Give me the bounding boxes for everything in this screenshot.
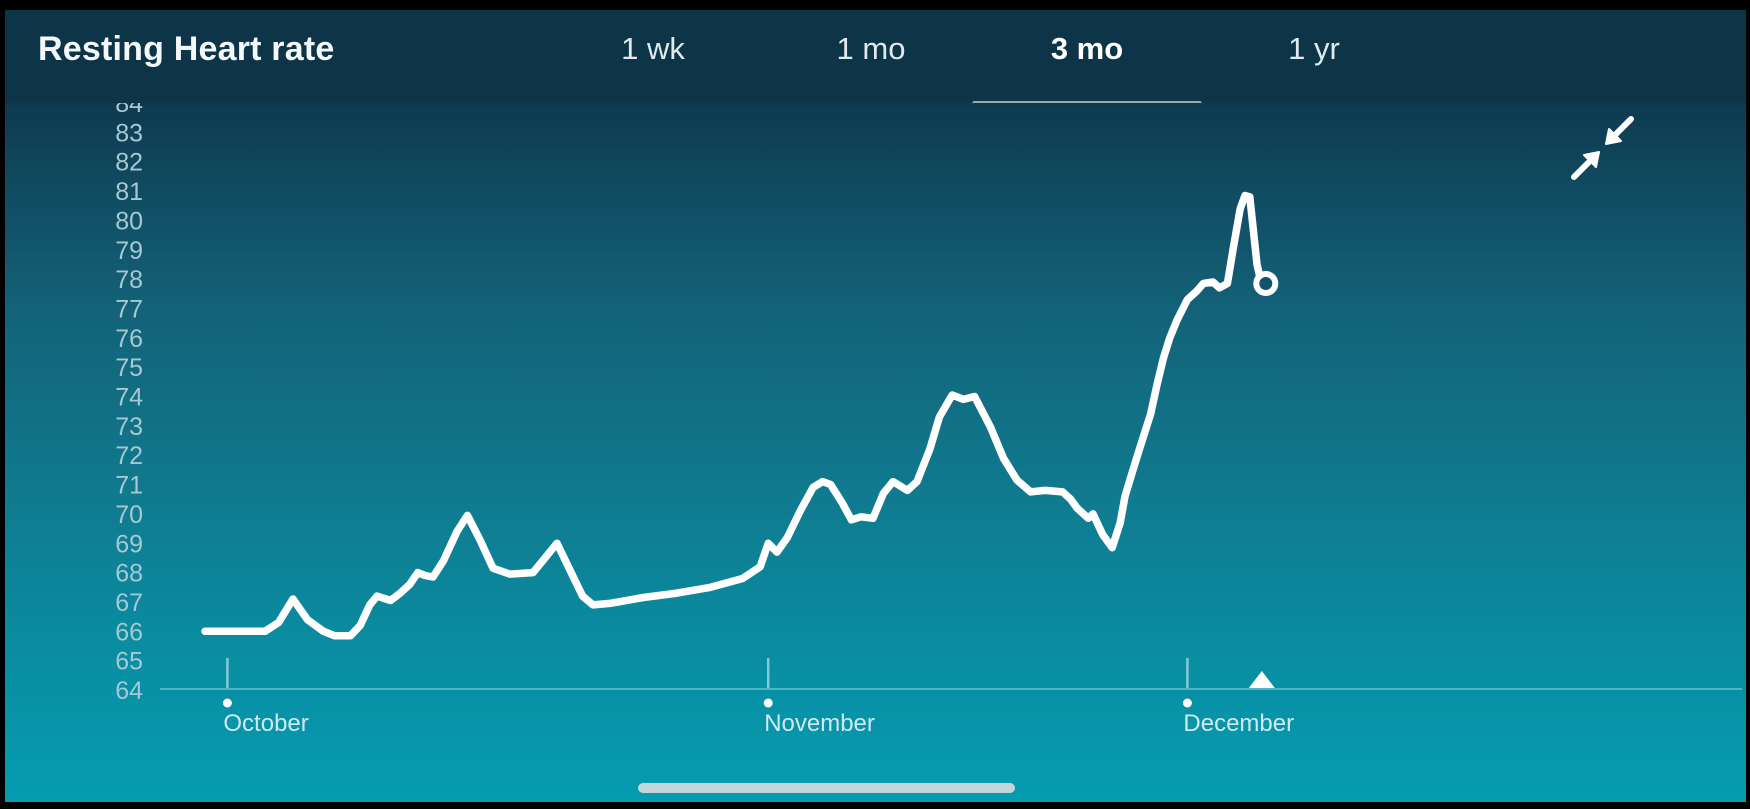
chart-header: Resting Heart rate 1 wk 1 mo 3 mo 1 yr <box>5 10 1746 106</box>
y-axis-label: 72 <box>115 442 143 470</box>
y-axis-label: 77 <box>115 295 143 323</box>
y-axis-label: 76 <box>115 325 143 353</box>
tab-3mo-label: 3 mo <box>1050 31 1124 66</box>
resting-heart-rate-line-chart[interactable]: 8483828180797877767574737271706968676665… <box>5 103 1746 802</box>
y-axis-label: 66 <box>115 618 143 646</box>
y-axis-label: 64 <box>115 677 143 705</box>
y-axis-label: 82 <box>115 149 143 177</box>
y-axis-label: 71 <box>115 472 143 500</box>
y-axis-label: 75 <box>115 354 143 382</box>
end-point-marker <box>1253 271 1279 297</box>
y-axis-label: 68 <box>115 560 143 588</box>
y-axis-label: 69 <box>115 530 143 558</box>
tab-1wk[interactable]: 1 wk <box>538 10 768 103</box>
app-screen: Resting Heart rate 1 wk 1 mo 3 mo 1 yr 8… <box>5 10 1746 802</box>
data-line <box>201 191 1265 640</box>
tab-1wk-label: 1 wk <box>621 31 685 66</box>
tab-1mo-label: 1 mo <box>836 31 906 66</box>
month-label: November <box>764 710 875 737</box>
y-axis-label: 83 <box>115 119 143 147</box>
chart-area: 84 83 82 81 80 79 78 77 76 75 74 73 72 71 70 69 68 67 66 65… <box>5 103 1746 802</box>
tab-1yr-label: 1 yr <box>1288 31 1340 66</box>
month-tick-dot <box>763 698 773 708</box>
y-axis-label: 70 <box>115 501 143 529</box>
y-axis-label: 65 <box>115 648 143 676</box>
today-marker-triangle <box>1248 671 1275 688</box>
page-title: Resting Heart rate <box>38 30 335 68</box>
month-label: October <box>223 710 308 737</box>
y-axis-label: 78 <box>115 266 143 294</box>
y-axis-label: 79 <box>115 237 143 265</box>
y-axis-label: 81 <box>115 178 143 206</box>
y-axis-label: 67 <box>115 589 143 617</box>
home-indicator[interactable] <box>638 783 1015 793</box>
y-axis-label: 84 <box>115 103 143 118</box>
y-axis-label: 74 <box>115 384 143 412</box>
tab-3mo[interactable]: 3 mo <box>972 10 1202 106</box>
y-axis-label: 80 <box>115 207 143 235</box>
tab-1mo[interactable]: 1 mo <box>756 10 986 103</box>
month-tick-dot <box>1182 698 1192 708</box>
collapse-arrows-icon[interactable] <box>1565 108 1640 183</box>
y-axis-label: 73 <box>115 413 143 441</box>
tab-1yr[interactable]: 1 yr <box>1199 10 1429 103</box>
month-tick-dot <box>222 698 232 708</box>
month-label: December <box>1183 710 1294 737</box>
